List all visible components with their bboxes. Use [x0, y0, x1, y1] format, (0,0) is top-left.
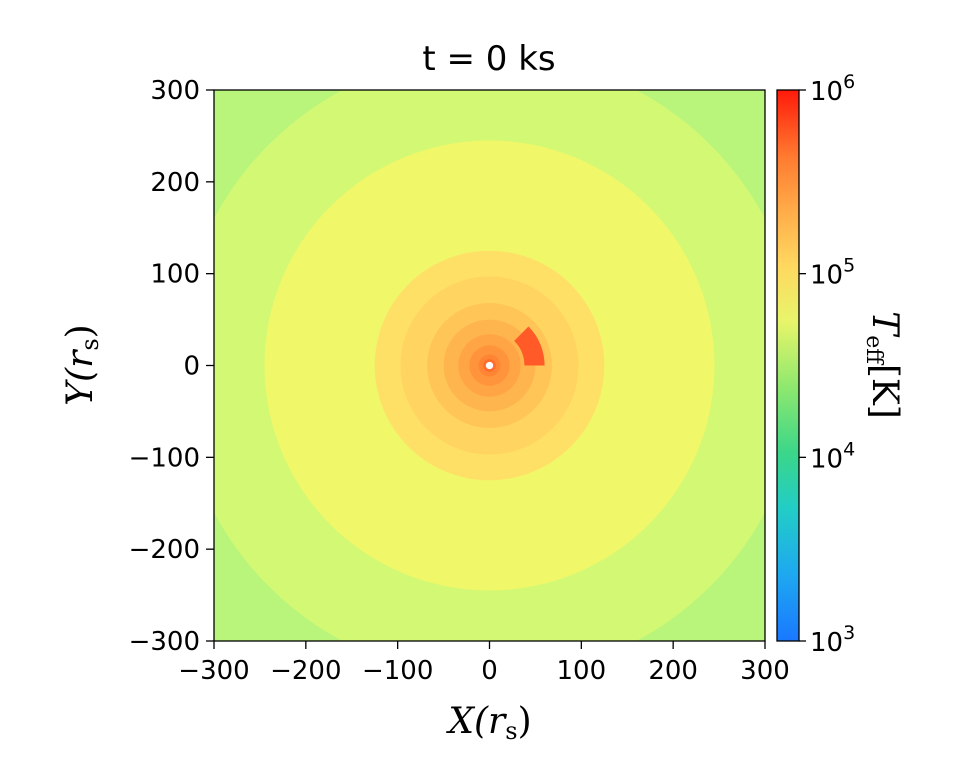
y-tick-label: −200 [129, 535, 200, 565]
y-tick-label: 300 [150, 76, 200, 106]
y-tick-label: −100 [129, 443, 200, 473]
colorbar-tick-label: 103 [810, 622, 855, 658]
x-tick-label: 200 [648, 656, 698, 686]
x-tick-label: 300 [740, 656, 790, 686]
colorbar: 103 104 105 106 Teff[K] [776, 71, 905, 658]
plot-area [213, 89, 766, 642]
x-tick-label: −300 [178, 656, 249, 686]
y-axis-label: Y(rs) [60, 324, 104, 405]
colorbar-ticks: 103 104 105 106 [799, 71, 855, 658]
chart-title: t = 0 ks [422, 39, 555, 79]
y-tick-label: 100 [150, 260, 200, 290]
colorbar-label: Teff[K] [861, 311, 905, 419]
colorbar-gradient [776, 89, 800, 642]
x-axis-label: X(rs) [445, 701, 531, 745]
x-tick-label: −100 [362, 656, 433, 686]
y-tick-label: 200 [150, 168, 200, 198]
inner-hole [485, 361, 494, 370]
y-axis-ticks: −300 −200 −100 0 100 200 300 [129, 76, 214, 657]
hotspot-wedge [514, 326, 545, 366]
x-axis-ticks: −300 −200 −100 0 100 200 300 [178, 641, 790, 686]
x-tick-label: 100 [557, 656, 607, 686]
colorbar-tick-label: 105 [810, 255, 855, 291]
contour-rings [214, 90, 765, 641]
y-tick-label: 0 [183, 352, 200, 382]
x-tick-label: −200 [270, 656, 341, 686]
y-tick-label: −300 [129, 627, 200, 657]
colorbar-tick-label: 104 [810, 438, 855, 474]
colorbar-tick-label: 106 [810, 71, 855, 107]
x-tick-label: 0 [481, 656, 498, 686]
